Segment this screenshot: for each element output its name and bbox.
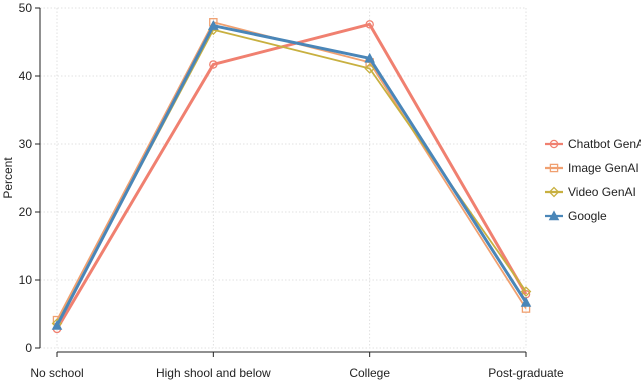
data-point (549, 163, 559, 173)
y-tick-label: 20 (19, 205, 33, 219)
series-line (56, 28, 527, 324)
data-point (520, 286, 532, 297)
legend-label: Google (568, 209, 607, 223)
data-point (364, 63, 375, 74)
series-chatbot-genai (52, 20, 531, 334)
data-point (365, 20, 374, 29)
legend: Chatbot GenAI Image GenAI Video GenAI Googl… (545, 137, 641, 223)
data-point (209, 60, 218, 69)
data-point (548, 210, 560, 221)
legend-item: Video GenAI (545, 185, 636, 199)
y-axis-title: Percent (1, 157, 15, 199)
data-point (364, 52, 375, 63)
legend-label: Chatbot GenAI (568, 137, 641, 151)
data-point (548, 186, 560, 198)
x-tick-label: High shool and below (156, 366, 271, 380)
y-tick-label: 10 (19, 273, 33, 287)
series-line (55, 22, 528, 330)
y-tick-label: 0 (25, 341, 32, 355)
series-google (51, 20, 532, 330)
y-tick-label: 40 (19, 69, 33, 83)
legend-label: Video GenAI (568, 185, 636, 199)
axes: Percent (1, 8, 526, 353)
ticks: 0 10 20 30 40 50 No school High shool and below… (19, 1, 564, 380)
data-point (208, 20, 219, 30)
data-point (520, 296, 532, 307)
series-line (55, 24, 528, 327)
legend-item: Image GenAI (545, 161, 639, 175)
y-tick-label: 50 (19, 1, 33, 15)
legend-label: Image GenAI (568, 161, 639, 175)
data-point (549, 139, 559, 149)
data-point (51, 319, 63, 330)
series-image-genai (52, 18, 531, 325)
x-tick-label: College (349, 366, 390, 380)
x-tick-label: Post-graduate (488, 366, 564, 380)
legend-item: Google (545, 209, 607, 223)
series (51, 18, 532, 334)
y-tick-label: 30 (19, 137, 33, 151)
grid (40, 7, 527, 349)
x-tick-label: No school (30, 366, 83, 380)
legend-item: Chatbot GenAI (545, 137, 641, 151)
